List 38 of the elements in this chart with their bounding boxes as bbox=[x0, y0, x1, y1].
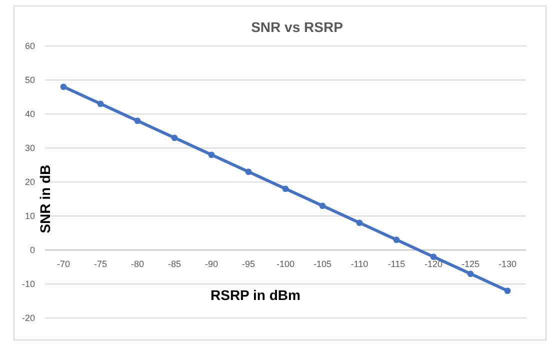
point bbox=[393, 236, 400, 243]
y-tick-label: -20 bbox=[22, 313, 35, 324]
x-tick-label: -90 bbox=[204, 259, 218, 269]
y-tick-label: 60 bbox=[24, 41, 35, 52]
point bbox=[356, 220, 363, 226]
point bbox=[245, 168, 252, 175]
point bbox=[208, 152, 215, 158]
point bbox=[171, 134, 178, 141]
x-tick-label: -125 bbox=[461, 259, 480, 269]
point bbox=[134, 118, 141, 124]
y-tick-label: 20 bbox=[24, 177, 35, 188]
x-tick-label: -120 bbox=[424, 259, 443, 269]
x-tick-label: -115 bbox=[388, 259, 406, 269]
x-tick-label: -130 bbox=[498, 259, 517, 269]
y-tick-label: 0 bbox=[30, 245, 35, 256]
x-tick-label: -85 bbox=[168, 259, 182, 269]
point bbox=[467, 270, 474, 277]
y-tick-label: -10 bbox=[22, 279, 35, 290]
y-tick-label: 40 bbox=[24, 109, 35, 120]
y-tick-label: 50 bbox=[24, 75, 35, 86]
point bbox=[60, 84, 67, 90]
x-tick-label: -75 bbox=[94, 259, 108, 269]
x-tick-label: -70 bbox=[56, 259, 70, 269]
point bbox=[97, 100, 104, 107]
y-axis-title: SNR in dB bbox=[37, 164, 53, 234]
x-tick-label: -105 bbox=[313, 259, 332, 269]
x-tick-label: -95 bbox=[242, 259, 256, 269]
chart-title: SNR vs RSRP bbox=[251, 19, 343, 35]
y-tick-label: 10 bbox=[24, 211, 35, 222]
x-tick-label: -100 bbox=[276, 259, 295, 269]
x-axis-title: RSRP in dBm bbox=[210, 287, 300, 303]
x-tick-label: -110 bbox=[350, 259, 368, 269]
y-tick-label: 30 bbox=[24, 143, 35, 154]
point bbox=[282, 186, 289, 192]
point bbox=[504, 288, 511, 294]
point bbox=[430, 254, 437, 260]
point bbox=[319, 202, 326, 209]
x-tick-label: -80 bbox=[130, 259, 144, 269]
